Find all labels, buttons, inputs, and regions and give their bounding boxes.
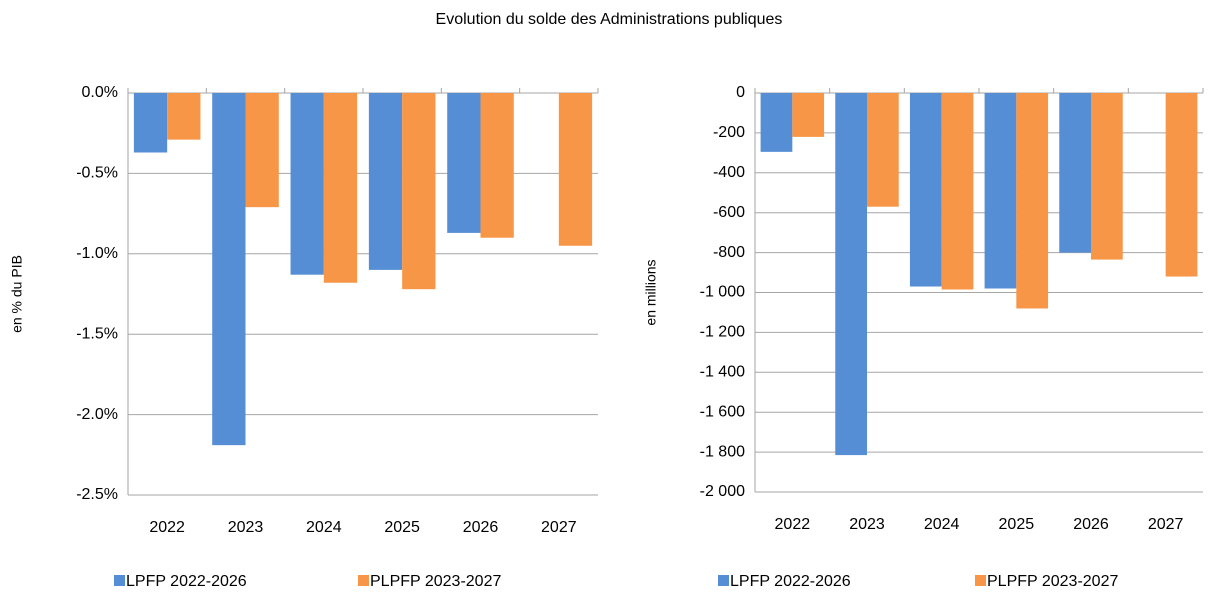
bar	[792, 93, 825, 137]
legend-swatch	[114, 575, 125, 586]
x-tick-label: 2025	[999, 516, 1035, 533]
x-tick-label: 2023	[849, 516, 885, 533]
bar	[323, 93, 358, 283]
bar	[1059, 93, 1091, 253]
bar	[290, 93, 324, 275]
y-tick-label: -0.5%	[76, 165, 118, 182]
y-tick-label: -2.5%	[76, 486, 118, 503]
x-tick-label: 2022	[149, 519, 185, 536]
bar	[167, 93, 201, 140]
legend-swatch	[975, 575, 986, 586]
x-tick-label: 2024	[924, 516, 960, 533]
bar	[760, 93, 793, 152]
bar	[941, 93, 974, 290]
bar	[245, 93, 279, 208]
y-tick-label: -1 200	[700, 324, 745, 341]
bar	[447, 93, 481, 233]
bar	[1165, 93, 1198, 277]
y-tick-label: -2 000	[700, 483, 745, 500]
bar	[909, 93, 942, 287]
y-tick-label: -800	[713, 244, 745, 261]
x-tick-label: 2027	[541, 519, 577, 536]
bar	[133, 93, 168, 153]
x-tick-label: 2027	[1148, 516, 1184, 533]
bar	[368, 93, 403, 270]
x-tick-label: 2025	[384, 519, 420, 536]
legend-label: LPFP 2022-2026	[126, 573, 247, 590]
legend-swatch	[358, 575, 369, 586]
y-tick-label: 0	[736, 84, 745, 101]
y-tick-label: -2.0%	[76, 406, 118, 423]
legend-label: PLPFP 2023-2027	[370, 573, 501, 590]
y-tick-label: -600	[713, 204, 745, 221]
figure-title: Evolution du solde des Administrations p…	[436, 11, 783, 28]
y-tick-label: -1 600	[700, 403, 745, 420]
legend-label: PLPFP 2023-2027	[987, 573, 1118, 590]
y-axis-label: en % du PIB	[9, 255, 25, 333]
bar	[1091, 93, 1123, 260]
bar	[984, 93, 1017, 289]
bar	[558, 93, 593, 246]
y-tick-label: -1 800	[700, 443, 745, 460]
bar	[212, 93, 246, 446]
x-tick-label: 2024	[306, 519, 342, 536]
legend-label: LPFP 2022-2026	[730, 573, 851, 590]
y-tick-label: -1 000	[700, 284, 745, 301]
x-tick-label: 2022	[775, 516, 811, 533]
y-tick-label: -200	[713, 124, 745, 141]
x-tick-label: 2026	[463, 519, 499, 536]
x-tick-label: 2023	[228, 519, 264, 536]
bar	[835, 93, 867, 456]
y-tick-label: 0.0%	[82, 84, 118, 101]
y-tick-label: -1.0%	[76, 245, 118, 262]
bar	[1016, 93, 1049, 309]
y-tick-label: -1 400	[700, 364, 745, 381]
x-tick-label: 2026	[1073, 516, 1109, 533]
legend-swatch	[718, 575, 729, 586]
bar	[867, 93, 899, 207]
y-tick-label: -1.5%	[76, 325, 118, 342]
bar	[480, 93, 514, 238]
bar	[402, 93, 436, 290]
y-tick-label: -400	[713, 164, 745, 181]
y-axis-label: en millions	[643, 259, 659, 325]
